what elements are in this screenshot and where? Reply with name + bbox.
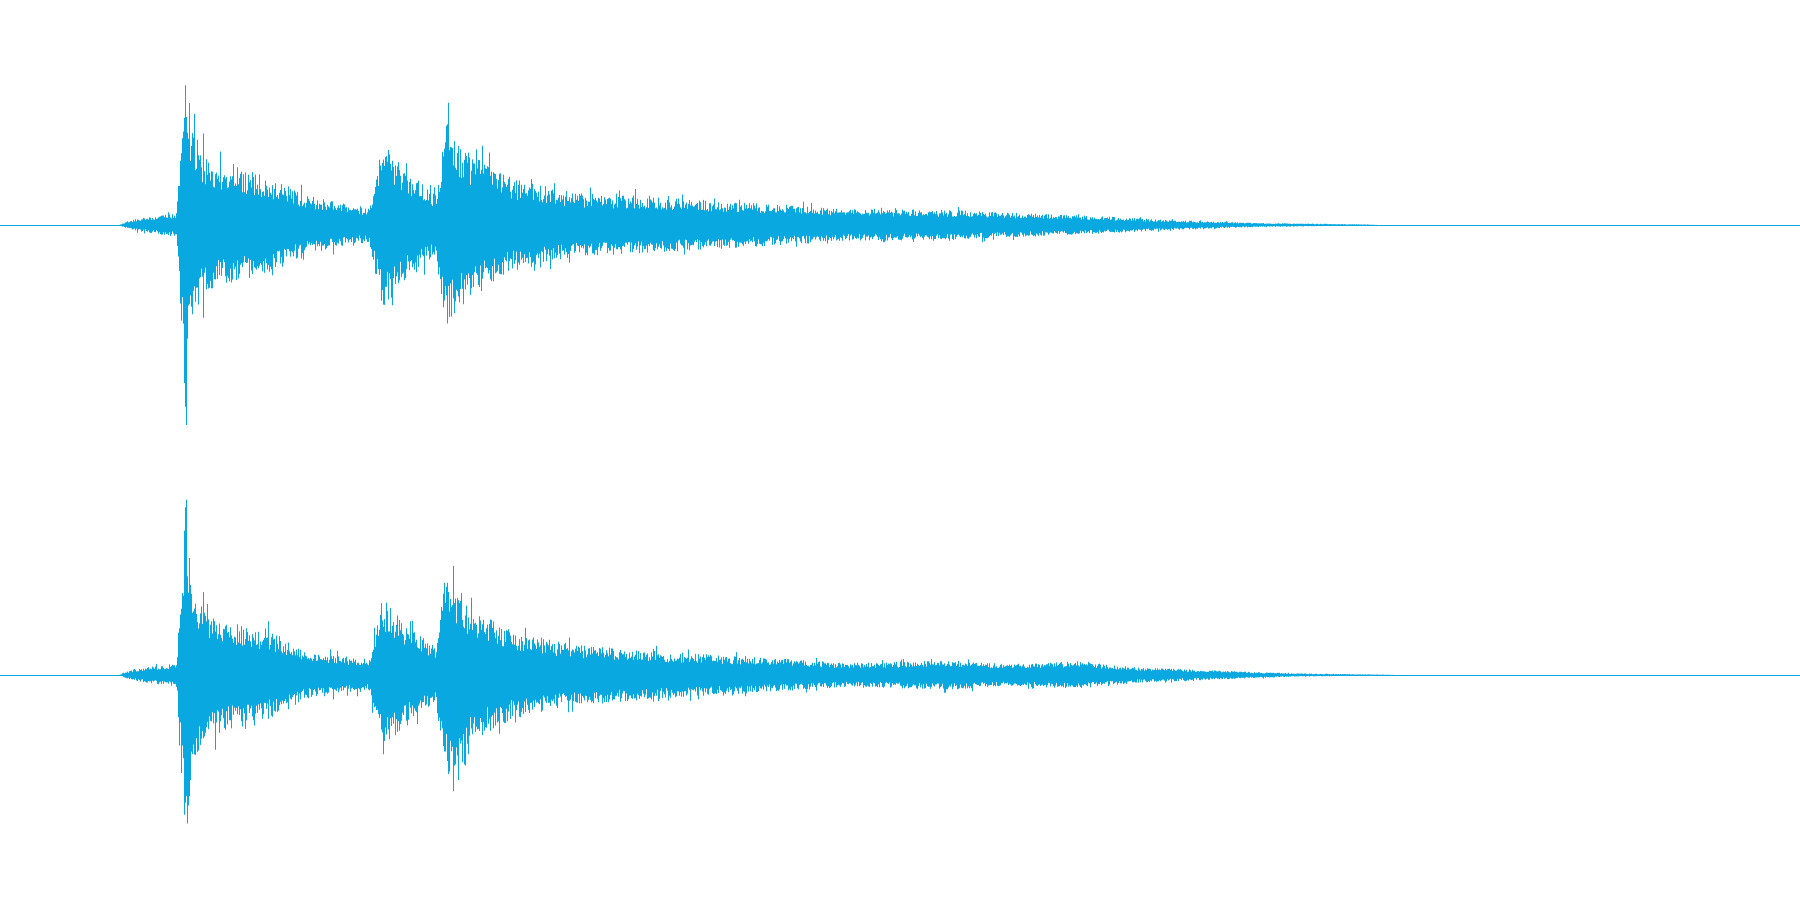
waveform-signal: [119, 85, 1377, 425]
waveform-channel-1: [0, 85, 1800, 425]
waveform-channel-2: [0, 499, 1800, 824]
waveform-signal: [119, 499, 1394, 824]
